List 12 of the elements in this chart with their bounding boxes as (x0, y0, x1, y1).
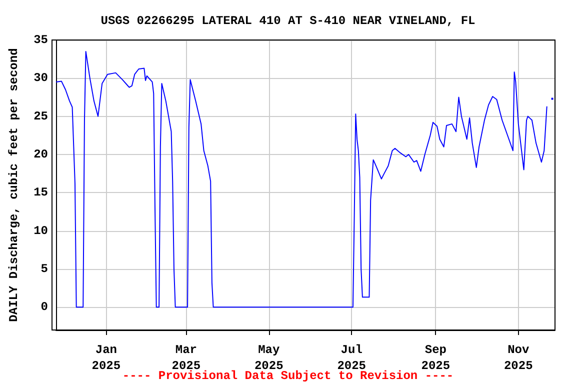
x-tick-label: Nov 2025 (504, 343, 533, 373)
y-tick-label: 0 (40, 300, 48, 314)
y-tick-label: 15 (34, 186, 48, 200)
chart-title: USGS 02266295 LATERAL 410 AT S-410 NEAR VINELAND, FL (100, 14, 476, 28)
x-tick-label: Jan 2025 (92, 343, 121, 373)
y-tick-label: 35 (34, 33, 48, 47)
y-tick-label: 10 (34, 224, 48, 238)
y-axis-title: DAILY Discharge, cubic feet per second (7, 48, 21, 322)
y-tick-label: 30 (34, 71, 48, 86)
y-tick-label: 5 (40, 262, 48, 276)
y-tick-label: 25 (34, 109, 48, 124)
y-tick-label: 20 (34, 147, 48, 162)
